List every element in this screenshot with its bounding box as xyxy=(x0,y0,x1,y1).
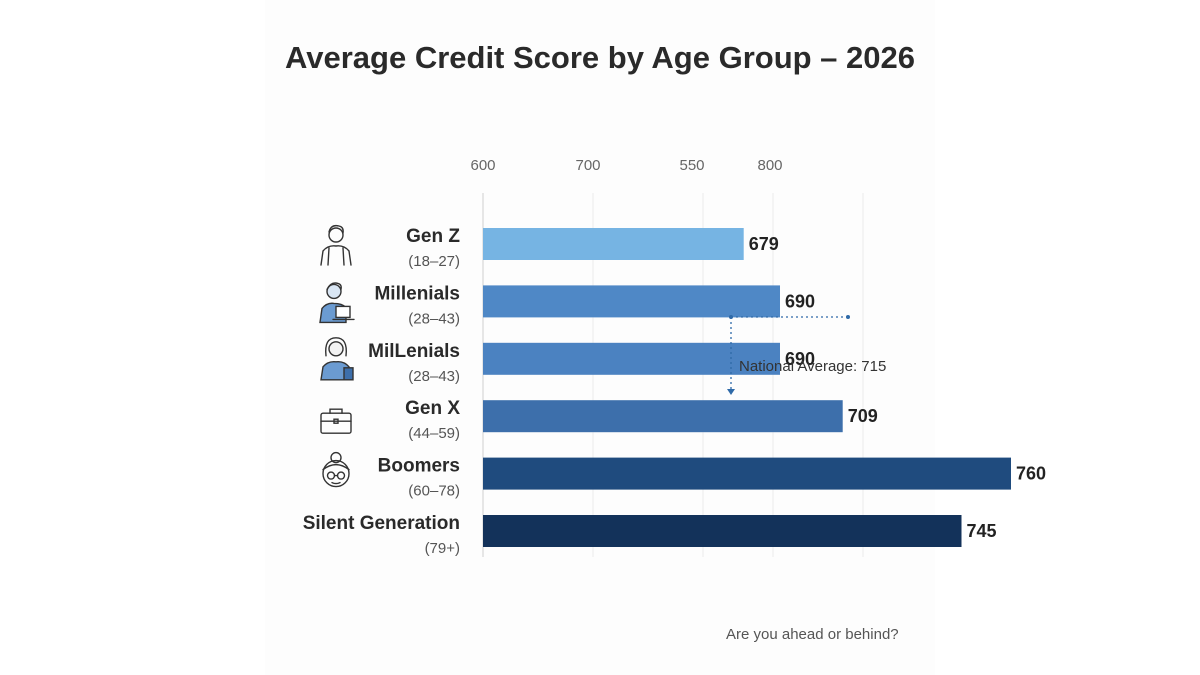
category-label: Gen Z xyxy=(406,226,460,247)
bar xyxy=(483,342,780,375)
person-laptop-icon xyxy=(319,282,355,324)
x-tick-label: 800 xyxy=(757,157,782,174)
category-label: Gen X xyxy=(405,398,460,419)
category-label: Millenials xyxy=(374,283,460,304)
x-tick-label: 700 xyxy=(575,157,600,174)
bar xyxy=(483,457,1011,490)
category-age-range: (44–59) xyxy=(408,425,460,442)
footer-question: Are you ahead or behind? xyxy=(726,626,899,643)
young-person-icon xyxy=(320,224,352,266)
category-age-range: (28–43) xyxy=(408,310,460,327)
bar xyxy=(483,515,962,547)
bar-value-label: 760 xyxy=(1016,464,1046,484)
bar xyxy=(483,228,744,260)
x-tick-label: 550 xyxy=(679,157,704,174)
annotation-dot xyxy=(846,315,850,319)
bar-value-label: 709 xyxy=(848,406,878,426)
bar xyxy=(483,285,780,318)
national-average-label: National Average: 715 xyxy=(739,358,886,375)
bar-value-label: 745 xyxy=(967,521,997,541)
annotation-arrow xyxy=(727,389,735,395)
category-label: Boomers xyxy=(378,456,460,477)
annotation-dot xyxy=(729,315,733,319)
woman-phone-icon xyxy=(320,337,354,381)
category-label: Silent Generation xyxy=(303,513,460,534)
chart-panel xyxy=(265,0,935,675)
category-age-range: (28–43) xyxy=(408,368,460,385)
bar xyxy=(483,400,843,433)
category-label: MilLenials xyxy=(368,341,460,362)
bar-value-label: 679 xyxy=(749,234,779,254)
category-age-range: (60–78) xyxy=(408,483,460,500)
category-age-range: (79+) xyxy=(425,540,460,557)
grandmother-icon xyxy=(322,451,350,488)
chart-title: Average Credit Score by Age Group – 2026 xyxy=(285,40,915,75)
briefcase-icon xyxy=(320,408,352,434)
x-tick-label: 600 xyxy=(470,157,495,174)
bar-value-label: 690 xyxy=(785,349,815,369)
category-age-range: (18–27) xyxy=(408,253,460,270)
bar-value-label: 690 xyxy=(785,291,815,311)
